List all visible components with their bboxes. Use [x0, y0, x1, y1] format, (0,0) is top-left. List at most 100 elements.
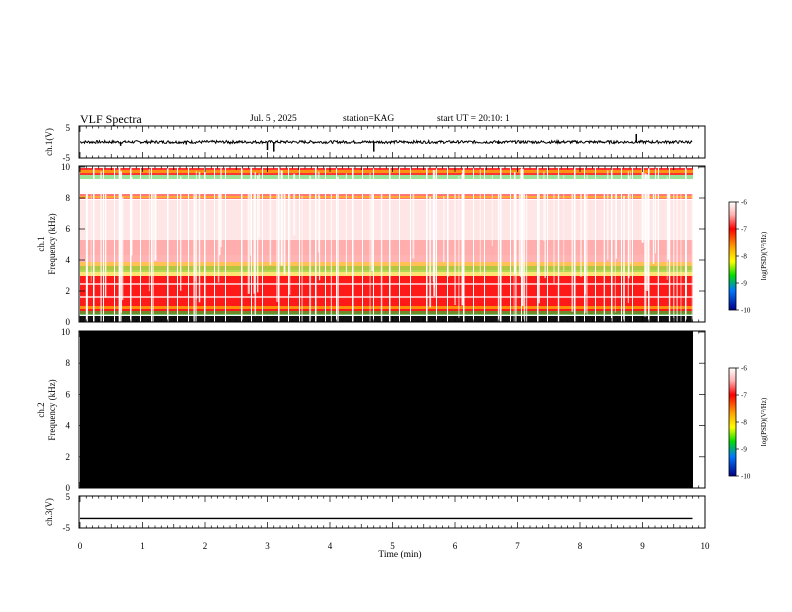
spectrogram-streak [369, 172, 371, 322]
spectrogram-streak [330, 191, 332, 322]
y-tick-label: 8 [66, 358, 71, 368]
ch2-spectrogram-ylabel-ch: ch.2 [36, 402, 46, 417]
spectrogram-streak [195, 170, 197, 300]
y-tick-label: 0 [66, 483, 71, 493]
spectrogram-streak [317, 171, 320, 253]
spectrogram-streak [641, 167, 644, 243]
spectrogram-streak [462, 170, 464, 277]
spectrogram-streak [538, 191, 540, 304]
spectrogram-streak [380, 191, 383, 322]
ch3-waveform-ticks [79, 496, 706, 528]
ch1-waveform-trace [79, 138, 693, 146]
spectrogram-streak [104, 189, 107, 298]
spectrogram-streak [278, 195, 280, 264]
x-tick-label: 3 [265, 541, 270, 551]
spectrogram-streak [676, 193, 678, 322]
x-tick-label: 7 [515, 541, 520, 551]
colorbar-tick-label: -10 [741, 473, 751, 481]
spectrogram-streak [586, 174, 588, 316]
spectrogram-streak [630, 171, 632, 264]
ch2-spectrogram-yticklabels: 0 2 4 6 8 10 [61, 327, 705, 493]
spectrogram-streak [672, 179, 675, 322]
spectrogram-streak [525, 194, 528, 322]
spectrogram-streak [666, 176, 668, 280]
ch3-ylabel: ch.3(V) [44, 498, 54, 526]
spectrogram-streak [220, 167, 222, 247]
spectrogram-streak [250, 167, 253, 256]
colorbar-tick-label: -7 [741, 392, 747, 400]
spectrogram-streak [595, 179, 597, 270]
spectrogram-streak [118, 188, 121, 322]
ch3-waveform-panel: 5 -5 ch.3(V) [44, 492, 706, 533]
spectrogram-streak [90, 180, 92, 283]
spectrogram-streak [280, 170, 283, 266]
ch2-colorbar: -6 -7 -8 -9 -10 log(PSD)(V²/Hz) [728, 365, 768, 481]
ch1-colorbar-label: log(PSD)(V²/Hz) [760, 231, 768, 280]
colorbar-tick-label: -7 [741, 226, 747, 234]
spectrogram-streak [258, 173, 261, 238]
spectrogram-streak [412, 180, 415, 259]
spectrogram-streak [253, 182, 255, 294]
spectrogram-streak [217, 185, 220, 283]
x-tick-label: 2 [203, 541, 208, 551]
spectrogram-streak [269, 184, 272, 266]
y-tick-label: 4 [66, 421, 71, 431]
ch1-colorbar-ticks: -6 -7 -8 -9 -10 [736, 199, 751, 315]
spectrogram-streak [194, 196, 195, 322]
ch1-spectrogram-yticklabels: 0 2 4 6 8 10 [61, 162, 705, 327]
ch1-spectrogram-ticks [79, 166, 706, 322]
spectrogram-streak [194, 189, 196, 282]
spectrogram-streak [247, 191, 250, 294]
y-tick-label: 0 [66, 317, 71, 327]
spectrogram-streak [520, 176, 522, 296]
spectrogram-streak [309, 175, 312, 322]
spectrogram-streak [497, 179, 500, 322]
spectrogram-streak [443, 196, 445, 263]
colorbar-tick-label: -6 [741, 365, 747, 373]
x-tick-label: 5 [390, 541, 395, 551]
spectrogram-streak [667, 188, 670, 260]
y-tick-label: 2 [66, 452, 71, 462]
ch2-spectrogram-image [80, 331, 693, 488]
spectrogram-streak [644, 174, 646, 291]
spectrogram-streak [513, 172, 516, 275]
spectrogram-streak [293, 173, 296, 236]
spectrogram-streak [623, 195, 625, 322]
spectrogram-streak [167, 177, 168, 282]
spectrogram-streak [513, 192, 515, 322]
spectrogram-streak [389, 167, 391, 318]
x-tick-label: 1 [140, 541, 145, 551]
figure-title: VLF Spectra [80, 112, 142, 126]
x-tick-label: 6 [453, 541, 458, 551]
colorbar-tick-label: -9 [741, 446, 747, 454]
x-axis-ticklabels: 0 1 2 3 4 5 6 7 8 9 10 [78, 541, 710, 551]
spectrogram-streak [447, 191, 449, 277]
ch1-spectrogram-image [80, 167, 693, 322]
ch2-spectrogram-ticks [79, 331, 706, 488]
spectrogram-streak [121, 196, 124, 301]
colorbar-tick-label: -10 [741, 307, 751, 315]
spectrogram-streak [120, 171, 123, 313]
spectrogram-streak [288, 188, 291, 295]
spectrogram-streak [518, 193, 521, 276]
spectrogram-streak [180, 176, 182, 291]
colorbar-tick-label: -8 [741, 419, 747, 427]
x-tick-label: 9 [640, 541, 645, 551]
y-tick-label: 6 [66, 224, 71, 234]
ch1-waveform-ticks [79, 126, 706, 158]
ch2-colorbar-label: log(PSD)(V²/Hz) [760, 397, 768, 446]
spectrogram-streak [154, 181, 157, 261]
spectrogram-streak [432, 170, 434, 282]
spectrogram-streak [685, 182, 687, 298]
spectrogram-streak [283, 182, 286, 275]
spectrogram-streak [523, 178, 526, 322]
y-tick-label: 8 [66, 193, 71, 203]
spectrogram-streak [655, 168, 657, 254]
ch1-spectrogram-panel: 0 2 4 6 8 10 ch.1 Frequency (kHz) -6 -7 -8 -9 -10… [36, 162, 768, 327]
spectrogram-streak [219, 184, 221, 256]
spectrogram-streak [606, 170, 609, 260]
spectrogram-streak [571, 187, 574, 312]
spectrogram-streak [193, 191, 195, 322]
spectrogram-streak [668, 187, 671, 322]
